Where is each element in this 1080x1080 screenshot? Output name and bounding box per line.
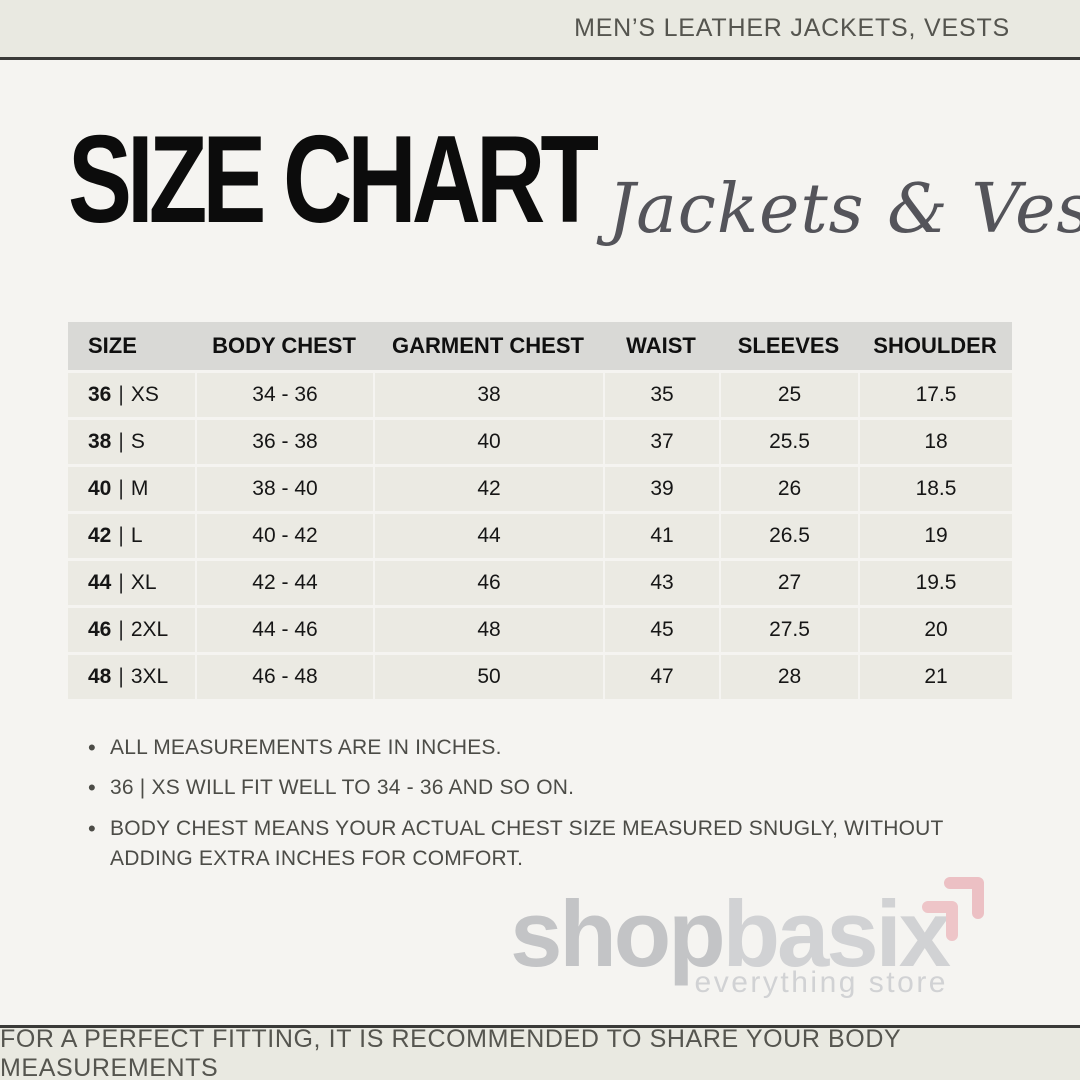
shoulder-cell: 17.5 <box>858 373 1012 417</box>
sleeves-cell: 25.5 <box>719 420 858 464</box>
size-number: 46 <box>88 618 112 641</box>
logo-wordmark: shopbasix <box>510 886 951 980</box>
table-row: 44 | XL 42 - 44 46 43 27 19.5 <box>68 561 1012 605</box>
garment-chest-cell: 40 <box>373 420 603 464</box>
shoulder-cell: 19.5 <box>858 561 1012 605</box>
size-divider: | <box>118 665 124 688</box>
size-cell: 40 | M <box>68 467 195 511</box>
garment-chest-cell: 46 <box>373 561 603 605</box>
waist-cell: 39 <box>603 467 719 511</box>
size-number: 38 <box>88 430 112 453</box>
sleeves-cell: 27.5 <box>719 608 858 652</box>
sleeves-cell: 27 <box>719 561 858 605</box>
table-row: 36 | XS 34 - 36 38 35 25 17.5 <box>68 373 1012 417</box>
size-chart-table: SIZE BODY CHEST GARMENT CHEST WAIST SLEE… <box>68 322 1012 699</box>
column-header-waist: WAIST <box>626 333 696 358</box>
body-chest-cell: 44 - 46 <box>195 608 373 652</box>
footer-text: FOR A PERFECT FITTING, IT IS RECOMMENDED… <box>0 1025 901 1080</box>
shoulder-cell: 21 <box>858 655 1012 699</box>
table-row: 42 | L 40 - 42 44 41 26.5 19 <box>68 514 1012 558</box>
shoulder-cell: 19 <box>858 514 1012 558</box>
size-divider: | <box>118 477 124 500</box>
garment-chest-cell: 44 <box>373 514 603 558</box>
size-number: 48 <box>88 665 112 688</box>
body-chest-cell: 34 - 36 <box>195 373 373 417</box>
sleeves-cell: 28 <box>719 655 858 699</box>
size-fit-label: 3XL <box>130 665 169 688</box>
size-cell: 38 | S <box>68 420 195 464</box>
body-chest-cell: 40 - 42 <box>195 514 373 558</box>
logo-text-shop: shop <box>510 880 726 986</box>
size-divider: | <box>118 430 124 453</box>
garment-chest-cell: 38 <box>373 373 603 417</box>
size-number: 40 <box>88 477 112 500</box>
body-chest-cell: 46 - 48 <box>195 655 373 699</box>
title-block: SIZE CHART Jackets & Vests <box>68 110 1080 278</box>
size-fit-label: S <box>130 430 145 453</box>
brand-logo: shopbasix everything store <box>510 876 984 1000</box>
garment-chest-cell: 48 <box>373 608 603 652</box>
sleeves-cell: 26 <box>719 467 858 511</box>
size-divider: | <box>118 524 124 547</box>
table-row: 40 | M 38 - 40 42 39 26 18.5 <box>68 467 1012 511</box>
logo-tagline: everything store <box>694 966 948 1000</box>
garment-chest-cell: 50 <box>373 655 603 699</box>
size-cell: 36 | XS <box>68 373 195 417</box>
size-fit-label: XL <box>130 571 157 594</box>
shoulder-cell: 20 <box>858 608 1012 652</box>
body-chest-cell: 38 - 40 <box>195 467 373 511</box>
size-number: 44 <box>88 571 112 594</box>
table-row: 46 | 2XL 44 - 46 48 45 27.5 20 <box>68 608 1012 652</box>
size-cell: 44 | XL <box>68 561 195 605</box>
body-chest-cell: 36 - 38 <box>195 420 373 464</box>
size-number: 42 <box>88 524 112 547</box>
waist-cell: 37 <box>603 420 719 464</box>
sleeves-cell: 25 <box>719 373 858 417</box>
note-item: ALL MEASUREMENTS ARE IN INCHES. <box>86 732 978 764</box>
size-number: 36 <box>88 383 112 406</box>
top-banner: MEN’S LEATHER JACKETS, VESTS <box>0 0 1080 60</box>
table-row: 48 | 3XL 46 - 48 50 47 28 21 <box>68 655 1012 699</box>
column-header-body-chest: BODY CHEST <box>212 333 356 358</box>
footer-banner: FOR A PERFECT FITTING, IT IS RECOMMENDED… <box>0 1025 1080 1080</box>
note-item: 36 | XS WILL FIT WELL TO 34 - 36 AND SO … <box>86 772 978 804</box>
size-fit-label: 2XL <box>130 618 169 641</box>
column-header-sleeves: SLEEVES <box>737 333 840 358</box>
logo-text-basix: basix <box>722 880 951 986</box>
double-arrow-icon <box>922 876 984 941</box>
notes-list: ALL MEASUREMENTS ARE IN INCHES. 36 | XS … <box>86 732 978 875</box>
size-cell: 42 | L <box>68 514 195 558</box>
column-header-shoulder: SHOULDER <box>873 333 997 358</box>
size-fit-label: L <box>130 524 143 547</box>
size-divider: | <box>118 618 124 641</box>
waist-cell: 47 <box>603 655 719 699</box>
size-divider: | <box>118 571 124 594</box>
waist-cell: 43 <box>603 561 719 605</box>
subtitle-script: Jackets & Vests <box>608 170 1080 249</box>
waist-cell: 41 <box>603 514 719 558</box>
page-title: SIZE CHART <box>68 110 599 250</box>
category-label: MEN’S LEATHER JACKETS, VESTS <box>574 14 1010 42</box>
size-divider: | <box>118 383 124 406</box>
shoulder-cell: 18 <box>858 420 1012 464</box>
waist-cell: 35 <box>603 373 719 417</box>
table-row: 38 | S 36 - 38 40 37 25.5 18 <box>68 420 1012 464</box>
waist-cell: 45 <box>603 608 719 652</box>
garment-chest-cell: 42 <box>373 467 603 511</box>
sleeves-cell: 26.5 <box>719 514 858 558</box>
size-fit-label: XS <box>130 383 159 406</box>
table-header-row: SIZE BODY CHEST GARMENT CHEST WAIST SLEE… <box>68 322 1012 370</box>
body-chest-cell: 42 - 44 <box>195 561 373 605</box>
size-fit-label: M <box>130 477 149 500</box>
column-header-size: SIZE <box>88 333 137 358</box>
column-header-garment-chest: GARMENT CHEST <box>392 333 584 358</box>
shoulder-cell: 18.5 <box>858 467 1012 511</box>
size-cell: 46 | 2XL <box>68 608 195 652</box>
note-item: BODY CHEST MEANS YOUR ACTUAL CHEST SIZE … <box>86 813 978 875</box>
size-cell: 48 | 3XL <box>68 655 195 699</box>
